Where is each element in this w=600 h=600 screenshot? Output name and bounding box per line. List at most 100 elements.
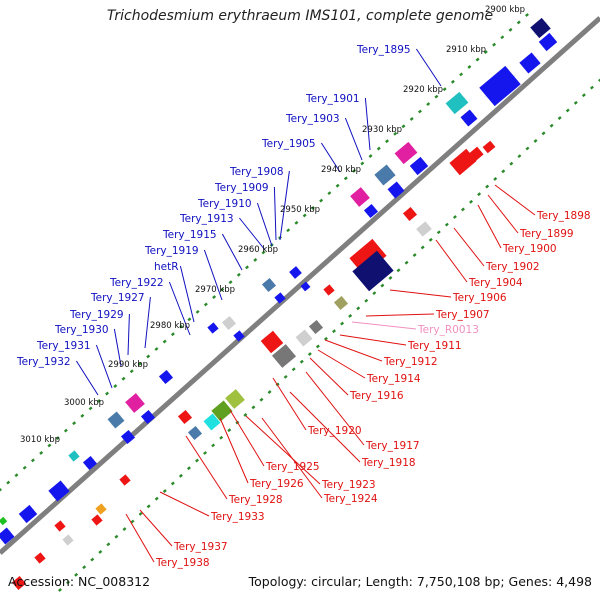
forward-gene-11 xyxy=(363,203,379,219)
forward-leader xyxy=(256,202,273,247)
inner-tick-rail xyxy=(122,527,127,532)
forward-gene-6 xyxy=(394,141,418,165)
outer-tick-rail xyxy=(212,295,217,299)
outer-tick-rail xyxy=(88,406,93,411)
forward-gene-29 xyxy=(0,516,8,526)
forward-leader xyxy=(239,217,266,251)
inner-tick-rail xyxy=(364,298,369,303)
forward-gene-14 xyxy=(274,292,286,304)
outer-tick-rail xyxy=(187,317,192,322)
scale-label: 3000 kbp xyxy=(64,398,104,408)
inner-tick-rail xyxy=(251,405,256,410)
gene-features xyxy=(0,17,558,591)
reverse-gene-5 xyxy=(402,206,418,222)
inner-tick-rail xyxy=(340,321,345,326)
outer-tick-rail xyxy=(302,213,307,218)
outer-tick-rail xyxy=(360,161,365,166)
reverse-leader xyxy=(125,513,155,563)
reverse-gene-label: Tery_1920 xyxy=(307,425,362,437)
scale-label: 2910 kbp xyxy=(446,45,486,55)
forward-leader xyxy=(168,281,191,336)
reverse-gene-label: Tery_1907 xyxy=(435,309,490,321)
outer-tick-rail xyxy=(475,57,480,62)
outer-tick-rail xyxy=(203,302,208,307)
outer-tick-rail xyxy=(39,450,44,455)
reverse-leader xyxy=(245,415,321,485)
scale-label: 2940 kbp xyxy=(321,165,361,175)
inner-tick-rail xyxy=(581,93,586,98)
inner-tick-rail xyxy=(485,184,490,189)
reverse-gene-23 xyxy=(34,552,46,564)
outer-tick-rail xyxy=(220,287,225,292)
forward-gene-label: Tery_1930 xyxy=(54,324,109,336)
reverse-leader xyxy=(229,409,265,467)
reverse-gene-label: Tery_1911 xyxy=(407,340,462,352)
reverse-gene-1 xyxy=(352,250,394,292)
forward-leader xyxy=(273,186,277,241)
reverse-gene-16 xyxy=(177,409,193,425)
reverse-gene-label: Tery_1928 xyxy=(228,494,283,506)
outer-tick-rail xyxy=(294,220,299,225)
inner-tick-rail xyxy=(332,329,336,334)
inner-tick-rail xyxy=(420,245,425,250)
scale-label: 2920 kbp xyxy=(403,85,443,95)
inner-tick-rail xyxy=(452,215,457,219)
outer-tick-rail xyxy=(343,176,348,181)
forward-gene-0 xyxy=(530,17,551,39)
reverse-gene-21 xyxy=(62,534,74,546)
forward-gene-label: hetR xyxy=(154,261,179,273)
forward-gene-label: Tery_1910 xyxy=(197,198,252,210)
forward-gene-9 xyxy=(387,181,405,199)
outer-tick-rail xyxy=(492,42,497,47)
forward-leader xyxy=(364,97,371,151)
outer-tick-rail xyxy=(253,258,258,262)
outer-tick-rail xyxy=(319,198,324,203)
forward-gene-15 xyxy=(300,281,311,292)
forward-gene-1 xyxy=(538,32,558,52)
reverse-gene-19 xyxy=(95,503,107,515)
reverse-gene-label: Tery_1923 xyxy=(321,479,376,491)
forward-gene-label: Tery_1932 xyxy=(16,356,71,368)
forward-gene-label: Tery_1922 xyxy=(109,277,164,289)
topology-summary: Topology: circular; Length: 7,750,108 bp… xyxy=(248,574,592,589)
inner-tick-rail xyxy=(348,314,353,318)
inner-tick-rail xyxy=(283,374,288,379)
reverse-leader xyxy=(487,194,519,234)
inner-tick-rail xyxy=(130,519,135,524)
inner-tick-rail xyxy=(74,572,79,577)
inner-tick-rail xyxy=(517,154,522,159)
outer-tick-rail xyxy=(385,139,389,144)
reverse-leader xyxy=(159,491,210,517)
inner-tick-rail xyxy=(82,565,87,570)
forward-gene-label: Tery_1927 xyxy=(90,292,145,304)
inner-tick-rail xyxy=(589,85,594,90)
accession-text: Accession: NC_008312 xyxy=(8,574,151,589)
outer-tick-rail xyxy=(138,361,142,366)
reverse-leader xyxy=(305,371,365,446)
reverse-leader xyxy=(351,321,417,330)
outer-tick-rail xyxy=(154,347,159,351)
reverse-gene-label: Tery_1924 xyxy=(323,493,378,505)
outer-tick-rail xyxy=(129,369,134,374)
outer-tick-rail xyxy=(47,443,52,448)
inner-tick-rail xyxy=(533,138,538,143)
outer-tick-rail xyxy=(261,250,266,255)
outer-tick-rail xyxy=(286,228,291,233)
reverse-gene-18 xyxy=(119,474,131,486)
reverse-gene-4 xyxy=(482,140,496,154)
rna-gene-label: Tery_R0013 xyxy=(417,324,479,336)
scale-label: 2970 kbp xyxy=(195,285,235,295)
forward-leader xyxy=(75,360,99,396)
forward-gene-label: Tery_1913 xyxy=(179,213,234,225)
reverse-gene-8 xyxy=(333,295,349,311)
outer-tick-rail xyxy=(72,421,77,426)
forward-gene-label: Tery_1908 xyxy=(229,166,284,178)
reverse-gene-label: Tery_1933 xyxy=(210,511,265,523)
inner-tick-rail xyxy=(259,397,264,402)
forward-gene-label: Tery_1895 xyxy=(356,44,411,56)
inner-tick-rail xyxy=(525,146,530,151)
outer-tick-rail xyxy=(310,206,315,210)
forward-gene-label: Tery_1919 xyxy=(144,245,199,257)
forward-gene-20 xyxy=(125,393,145,413)
forward-leader xyxy=(221,233,243,271)
